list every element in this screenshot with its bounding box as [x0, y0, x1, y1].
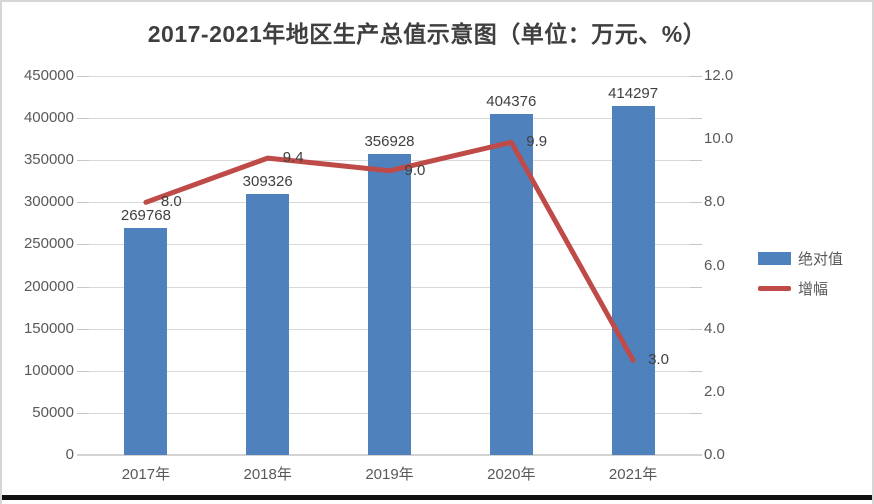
- right-axis-tick: [690, 328, 702, 330]
- left-axis-tick: [77, 370, 89, 372]
- left-axis-tick: [77, 160, 89, 162]
- right-axis-tick-label: 8.0: [704, 193, 725, 211]
- left-axis-tick-label: 250000: [23, 235, 74, 253]
- bar-data-label: 404376: [486, 93, 537, 111]
- bar-2018年[interactable]: [246, 194, 290, 455]
- right-axis-tick: [690, 286, 702, 288]
- legend-label-line-series: 增幅: [798, 281, 829, 298]
- left-axis-tick-label: 50000: [32, 403, 74, 421]
- bar-2020年[interactable]: [489, 114, 533, 455]
- legend: 绝对值 增幅: [758, 248, 843, 308]
- x-axis-category-label: 2021年: [608, 466, 658, 483]
- chart-title: 2017-2021年地区生产总值示意图（单位：万元、%）: [147, 21, 707, 47]
- right-axis-tick: [690, 76, 702, 77]
- right-axis-tick: [690, 118, 702, 120]
- x-axis-category-label: 2017年: [121, 466, 171, 483]
- right-axis-tick-label: 4.0: [704, 319, 725, 337]
- legend-bar-swatch-icon: [758, 252, 791, 265]
- left-axis-tick: [77, 244, 89, 246]
- right-axis-tick-label: 6.0: [704, 256, 725, 274]
- left-axis-tick-label: 400000: [23, 109, 74, 127]
- right-axis-tick: [690, 244, 702, 246]
- bar-data-label: 269768: [120, 206, 171, 224]
- legend-line-swatch-icon: [758, 286, 791, 291]
- bar-data-label: 309326: [242, 173, 293, 191]
- line-data-label: 9.9: [526, 133, 548, 151]
- left-axis-tick: [77, 76, 89, 77]
- bar-data-label: 414297: [608, 85, 659, 103]
- left-axis-tick: [77, 328, 89, 330]
- right-axis-tick: [690, 370, 702, 372]
- left-axis-tick: [77, 202, 89, 204]
- legend-item-bar-series[interactable]: 绝对值: [758, 248, 843, 269]
- left-axis-tick-label: 100000: [23, 361, 74, 379]
- line-data-label: 9.0: [404, 161, 426, 179]
- right-axis-tick: [690, 412, 702, 414]
- x-axis-category-label: 2019年: [365, 466, 414, 483]
- left-axis-tick-label: 150000: [23, 319, 74, 337]
- x-axis-category-label: 2018年: [243, 466, 292, 483]
- gridline: [85, 76, 694, 77]
- bar-2021年[interactable]: [611, 106, 655, 455]
- bar-data-label: 356928: [364, 133, 415, 151]
- left-axis-tick-label: 300000: [23, 193, 74, 211]
- right-axis-tick: [690, 202, 702, 204]
- left-axis-tick: [77, 118, 89, 120]
- line-data-label: 9.4: [282, 149, 304, 167]
- x-axis-line: [77, 454, 702, 456]
- left-axis-tick-label: 350000: [23, 151, 74, 169]
- left-axis-tick: [77, 412, 89, 414]
- window-bottom-rule: [2, 495, 872, 500]
- bar-2019年[interactable]: [368, 154, 411, 455]
- right-axis-tick-label: 12.0: [704, 67, 734, 84]
- right-axis-tick-label: 10.0: [704, 130, 734, 148]
- line-data-label: 3.0: [648, 351, 669, 369]
- right-axis-tick-label: 2.0: [704, 382, 725, 400]
- right-axis-tick: [690, 160, 702, 162]
- left-axis-tick: [77, 286, 89, 288]
- legend-label-bar-series: 绝对值: [798, 251, 844, 268]
- line-data-label: 8.0: [160, 193, 182, 211]
- x-axis-category-label: 2020年: [487, 466, 536, 483]
- legend-item-line-series[interactable]: 增幅: [758, 278, 843, 299]
- left-axis-tick-label: 450000: [23, 67, 74, 84]
- gridline: [85, 118, 694, 120]
- left-axis-tick-label: 0: [65, 446, 74, 463]
- left-axis-tick-label: 200000: [23, 277, 74, 295]
- bar-2017年[interactable]: [124, 227, 168, 455]
- right-axis-tick-label: 0.0: [704, 446, 725, 463]
